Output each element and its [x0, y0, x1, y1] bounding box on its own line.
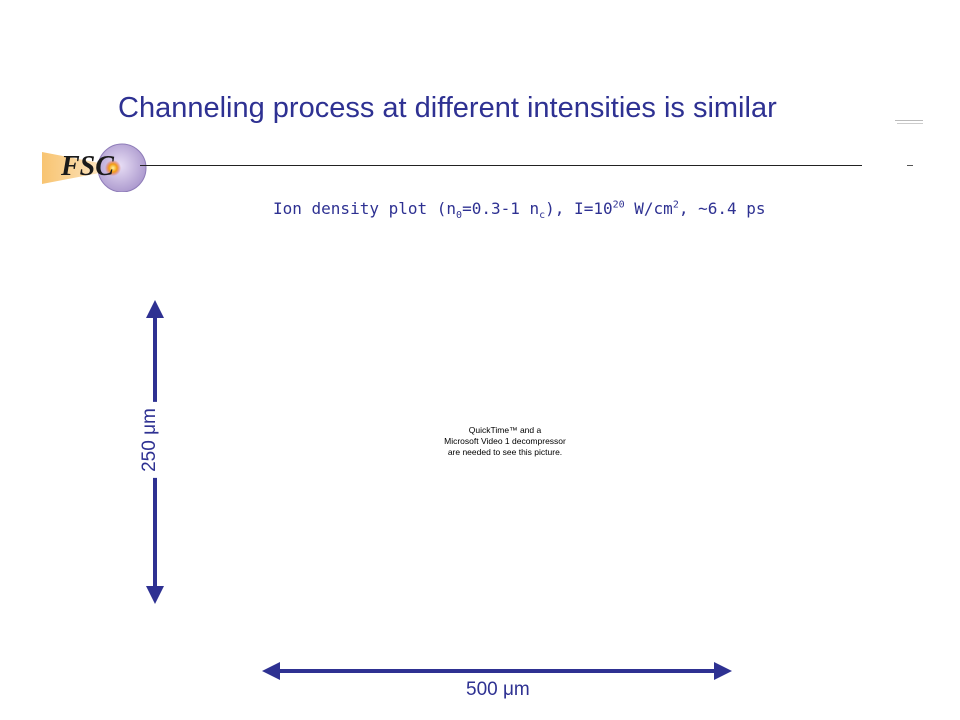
title-divider — [140, 165, 862, 166]
placeholder-line-3: are needed to see this picture. — [447, 447, 563, 457]
plot-subtitle: Ion density plot (n0=0.3-1 nc), I=1020 W… — [273, 199, 766, 222]
video-placeholder: QuickTime™ and a Microsoft Video 1 decom… — [420, 425, 590, 458]
vertical-scale-label: 250 μm — [138, 402, 161, 478]
tiny-decorative-note — [895, 113, 925, 124]
logo-text: FSC — [61, 151, 114, 182]
fsc-logo-icon — [40, 142, 150, 193]
placeholder-line-1: QuickTime™ and a — [468, 425, 542, 435]
divider-tick — [907, 165, 913, 166]
placeholder-line-2: Microsoft Video 1 decompressor — [444, 436, 566, 446]
slide-title: Channeling process at different intensit… — [118, 92, 777, 124]
horizontal-scale-label: 500 μm — [466, 679, 530, 700]
horizontal-scale-arrow-icon — [262, 656, 732, 686]
